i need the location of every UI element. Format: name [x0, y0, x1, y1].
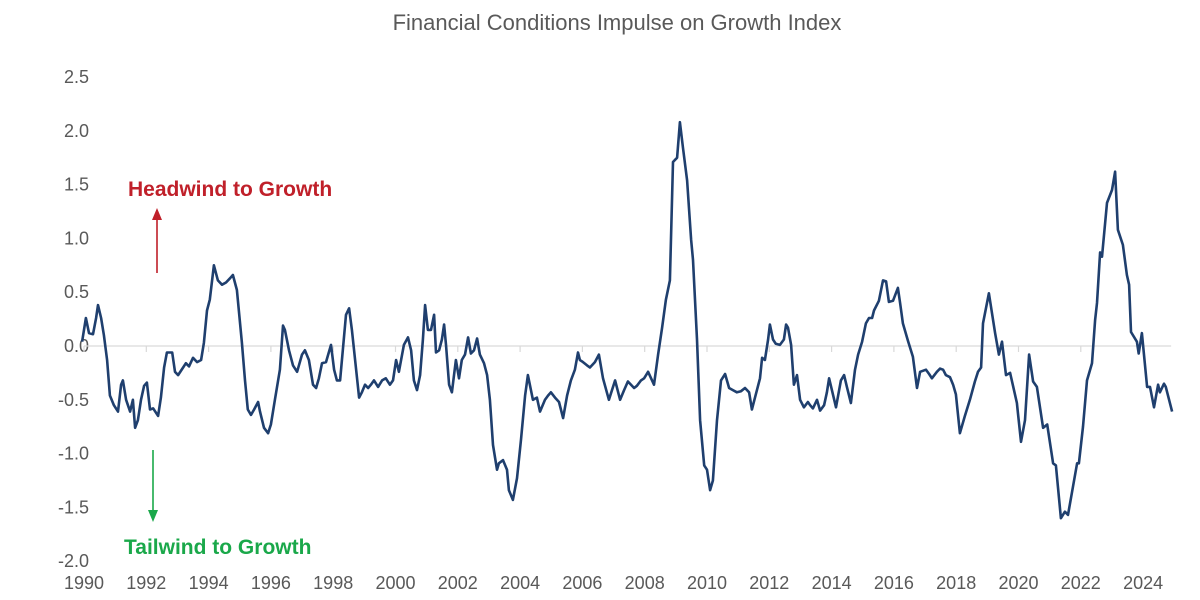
x-tick-label: 1994	[189, 573, 229, 593]
x-tick-label: 1996	[251, 573, 291, 593]
x-tick-label: 2018	[936, 573, 976, 593]
x-tick-label: 2008	[625, 573, 665, 593]
y-tick-label: -1.0	[58, 444, 89, 464]
y-tick-label: -0.5	[58, 390, 89, 410]
x-tick-label: 2004	[500, 573, 540, 593]
chart-title: Financial Conditions Impulse on Growth I…	[393, 10, 842, 35]
x-tick-label: 2000	[375, 573, 415, 593]
y-tick-label: 1.5	[64, 175, 89, 195]
x-tick-label: 2014	[812, 573, 852, 593]
x-tick-label: 1992	[126, 573, 166, 593]
y-tick-label: 2.0	[64, 121, 89, 141]
y-tick-label: 0.5	[64, 282, 89, 302]
tailwind-annotation: Tailwind to Growth	[124, 536, 311, 559]
series-line	[80, 120, 1174, 520]
x-tick-label: 2022	[1061, 573, 1101, 593]
x-axis: 1990 1992 1994 1996 1998 2000 2002 2004 2006 2008…	[64, 346, 1163, 593]
up-arrow-icon	[152, 208, 162, 273]
x-tick-label: 1998	[313, 573, 353, 593]
y-axis: 2.52.01.51.00.50.0-0.5-1.0-1.5-2.0	[58, 67, 89, 571]
x-tick-label: 2002	[438, 573, 478, 593]
x-tick-label: 2024	[1123, 573, 1163, 593]
x-tick-label: 2016	[874, 573, 914, 593]
x-tick-label: 2006	[562, 573, 602, 593]
headwind-annotation: Headwind to Growth	[128, 178, 332, 201]
x-tick-label: 2010	[687, 573, 727, 593]
down-arrow-icon	[148, 450, 158, 522]
y-tick-label: 1.0	[64, 228, 89, 248]
x-tick-label: 1990	[64, 573, 104, 593]
x-tick-label: 2012	[749, 573, 789, 593]
y-tick-label: -2.0	[58, 551, 89, 571]
x-tick-label: 2020	[998, 573, 1038, 593]
y-tick-label: -1.5	[58, 497, 89, 517]
y-tick-label: 2.5	[64, 67, 89, 87]
